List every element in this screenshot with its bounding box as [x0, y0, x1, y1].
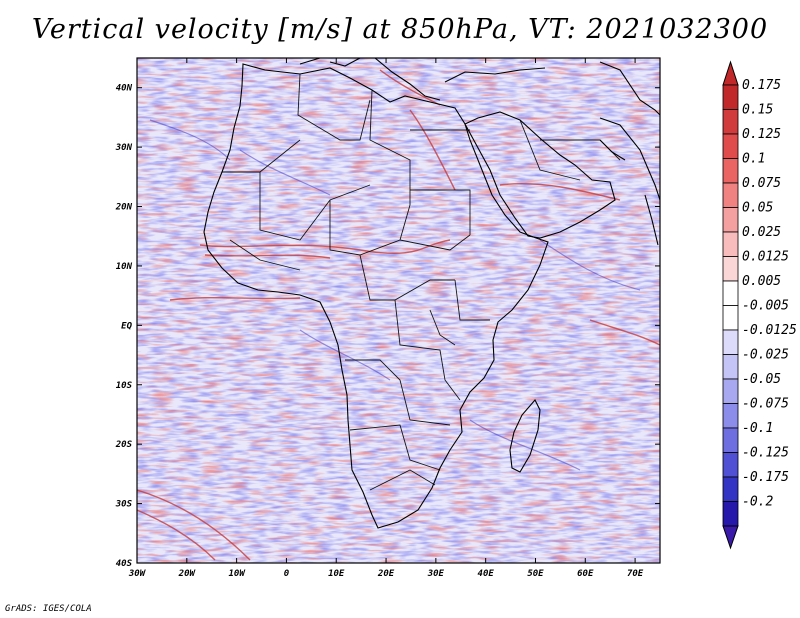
- strong-descent-bands: [149, 119, 641, 471]
- colorbar-box: [722, 329, 739, 355]
- lon-tick-label: 0: [284, 569, 290, 579]
- colorbar-box: [722, 256, 739, 282]
- colorbar-box: [722, 182, 739, 208]
- colorbar-box: [722, 354, 739, 380]
- map-frame: [136, 57, 661, 564]
- lon-tick-label: 10E: [328, 569, 345, 579]
- lon-tick-label: 30E: [427, 569, 445, 579]
- country-borders: [222, 73, 621, 491]
- colorbar-box: [722, 305, 739, 331]
- lat-tick-label: 30S: [115, 500, 133, 510]
- lat-tick-label: 20S: [115, 440, 133, 450]
- colorbar-top-arrow: [722, 60, 739, 86]
- lon-tick-label: 20W: [178, 569, 197, 579]
- colorbar-box: [722, 280, 739, 306]
- colorbar-label: 0.1: [742, 152, 765, 167]
- footer-credit: GrADS: IGES/COLA: [5, 604, 92, 614]
- colorbar-box: [722, 501, 739, 527]
- colorbar-box: [722, 403, 739, 429]
- colorbar-box: [722, 133, 739, 159]
- colorbar-label: -0.175: [742, 470, 789, 485]
- colorbar-box: [722, 158, 739, 184]
- lon-tick-label: 10W: [228, 569, 246, 579]
- colorbar-label: 0.0125: [742, 250, 789, 265]
- colorbar-label: -0.0125: [742, 323, 797, 338]
- lon-tick-label: 40E: [478, 569, 495, 579]
- colorbar-box: [722, 84, 739, 110]
- colorbar-label: -0.075: [742, 397, 789, 412]
- colorbar-label: -0.05: [742, 372, 781, 387]
- plot-title: Vertical velocity [m/s] at 850hPa, VT: 2…: [31, 14, 769, 45]
- colorbar-box: [722, 109, 739, 135]
- colorbar-label: 0.05: [742, 201, 773, 216]
- colorbar-box: [722, 476, 739, 502]
- colorbar-label: -0.025: [742, 348, 789, 363]
- latitude-axis: 40N 30N 20N 10N EQ 10S 20S 30S 40S: [115, 84, 660, 569]
- colorbar-label: -0.1: [742, 421, 773, 436]
- colorbar-label: -0.125: [742, 446, 789, 461]
- lon-tick-label: 50E: [527, 569, 544, 579]
- colorbar: 0.175 0.15 0.125 0.1 0.075 0.05 0.025 0.0125 0.0…: [722, 60, 797, 550]
- lon-tick-label: 70E: [627, 569, 644, 579]
- colorbar-label: 0.175: [742, 78, 781, 93]
- colorbar-box: [722, 452, 739, 478]
- colorbar-label: 0.025: [742, 225, 781, 240]
- velocity-field: [137, 58, 660, 563]
- colorbar-box: [722, 207, 739, 233]
- colorbar-label: -0.2: [742, 495, 773, 510]
- lon-tick-label: 60E: [577, 569, 594, 579]
- lat-tick-label: 40S: [116, 559, 133, 569]
- colorbar-label: 0.005: [742, 274, 781, 289]
- lat-tick-label: 40N: [116, 84, 133, 94]
- colorbar-box: [722, 231, 739, 257]
- colorbar-bottom-arrow: [722, 525, 739, 550]
- colorbar-label: 0.075: [742, 176, 781, 191]
- lon-tick-label: 20E: [377, 569, 395, 579]
- colorbar-label: -0.005: [742, 299, 789, 314]
- strong-ascent-bands: [137, 69, 660, 561]
- lat-tick-label: 10N: [116, 262, 133, 272]
- lat-tick-label: EQ: [121, 321, 132, 331]
- lon-tick-label: 30W: [128, 569, 147, 579]
- lat-tick-label: 20N: [115, 203, 133, 213]
- colorbar-box: [722, 378, 739, 404]
- colorbar-label: 0.15: [742, 103, 773, 118]
- colorbar-box: [722, 427, 739, 453]
- lat-tick-label: 30N: [115, 143, 133, 153]
- lat-tick-label: 10S: [116, 381, 133, 391]
- longitude-axis: 30W 20W 10W 0 10E 20E 30E 40E 50E 60E 70E: [128, 58, 644, 579]
- colorbar-label: 0.125: [742, 127, 781, 142]
